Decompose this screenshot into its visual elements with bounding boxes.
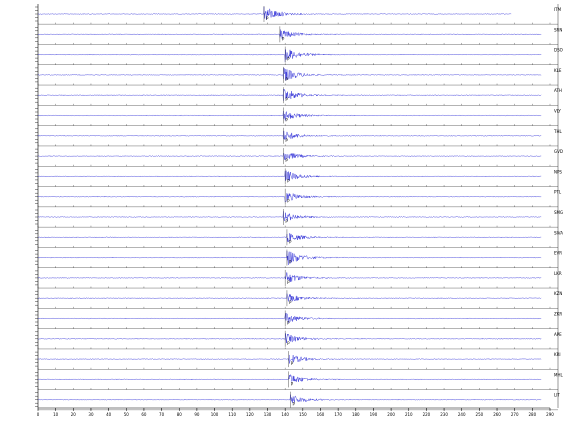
station-label: LKR	[554, 271, 562, 276]
station-label: ZKR	[554, 312, 562, 317]
x-tick-label: 150	[299, 412, 307, 417]
station-label: ITM	[554, 7, 562, 12]
waveform	[37, 67, 542, 81]
pick-label: P	[289, 239, 292, 244]
x-tick-label: 160	[317, 412, 325, 417]
x-tick-label: 230	[440, 412, 448, 417]
pick-label: P	[289, 260, 292, 265]
x-tick-label: 190	[370, 412, 378, 417]
waveform	[37, 293, 542, 302]
x-tick-label: 10	[53, 412, 59, 417]
pick-label: P	[291, 381, 294, 386]
pick-label: P	[266, 16, 269, 21]
station-label: APE	[554, 332, 562, 337]
x-tick-label: 270	[511, 412, 519, 417]
pick-label: P	[282, 36, 285, 41]
pick-label: P	[285, 158, 288, 163]
x-tick-label: 280	[529, 412, 537, 417]
waveform	[37, 211, 542, 222]
x-tick-label: 100	[211, 412, 219, 417]
x-tick-label: 80	[177, 412, 183, 417]
pick-label: P	[291, 361, 294, 366]
x-tick-label: 180	[352, 412, 360, 417]
station-label: SMG	[554, 210, 563, 215]
pick-label: P	[285, 118, 288, 123]
station-label: VLY	[554, 109, 561, 114]
waveform	[37, 354, 542, 364]
x-tick-label: 220	[423, 412, 431, 417]
pick-label: P	[287, 341, 290, 346]
x-tick-label: 250	[476, 412, 484, 417]
waveform	[37, 374, 542, 383]
pick-label: P	[287, 199, 290, 204]
x-tick-label: 240	[458, 412, 466, 417]
station-label: LIT	[554, 393, 560, 398]
x-tick-label: 260	[493, 412, 501, 417]
station-label: SIVA	[554, 230, 563, 235]
waveform	[37, 193, 542, 203]
x-tick-label: 70	[159, 412, 165, 417]
pick-label: P	[292, 402, 295, 407]
waveform	[37, 272, 542, 282]
x-tick-label: 120	[246, 412, 254, 417]
pick-label: P	[285, 219, 288, 224]
pick-label: P	[285, 77, 288, 82]
waveform	[37, 49, 542, 63]
pick-label: P	[287, 178, 290, 183]
station-label: DSO	[554, 48, 563, 53]
pick-label: P	[287, 280, 290, 285]
waveform	[37, 6, 512, 20]
station-label: SRN	[554, 27, 562, 32]
x-tick-label: 40	[106, 412, 112, 417]
pick-label: P	[287, 57, 290, 62]
x-tick-label: 60	[141, 412, 147, 417]
waveform	[37, 394, 542, 403]
waveform	[37, 152, 542, 161]
waveform	[37, 251, 542, 265]
waveform	[37, 130, 542, 141]
x-tick-label: 210	[405, 412, 413, 417]
waveform	[37, 29, 542, 40]
station-label: NPS	[554, 169, 562, 174]
pick-label: P	[289, 300, 292, 305]
station-label: KRI	[554, 352, 561, 357]
pick-label: P	[287, 321, 290, 326]
x-tick-label: 130	[264, 412, 272, 417]
x-tick-label: 30	[88, 412, 94, 417]
pick-label: P	[285, 138, 288, 143]
station-label: GVD	[554, 149, 563, 154]
waveform	[37, 333, 542, 344]
x-tick-label: 200	[387, 412, 395, 417]
x-tick-label: 110	[228, 412, 236, 417]
station-label: ATH	[554, 88, 562, 93]
station-label: PTL	[554, 190, 562, 195]
x-tick-label: 50	[124, 412, 130, 417]
station-label: THL	[553, 129, 562, 134]
station-label: KZN	[554, 291, 562, 296]
x-tick-label: 20	[71, 412, 77, 417]
waveform	[37, 233, 542, 242]
station-label: KLE	[554, 68, 562, 73]
pick-label: P	[285, 97, 288, 102]
waveform	[37, 88, 542, 101]
waveform	[37, 111, 542, 121]
x-tick-label: 170	[334, 412, 342, 417]
x-tick-label: 90	[194, 412, 200, 417]
x-tick-label: 290	[546, 412, 554, 417]
station-label: EVR	[554, 251, 562, 256]
waveform	[37, 170, 542, 181]
x-tick-label: 140	[281, 412, 289, 417]
waveform	[37, 313, 542, 323]
x-tick-label: 0	[37, 412, 40, 417]
station-label: MHL	[554, 372, 563, 377]
